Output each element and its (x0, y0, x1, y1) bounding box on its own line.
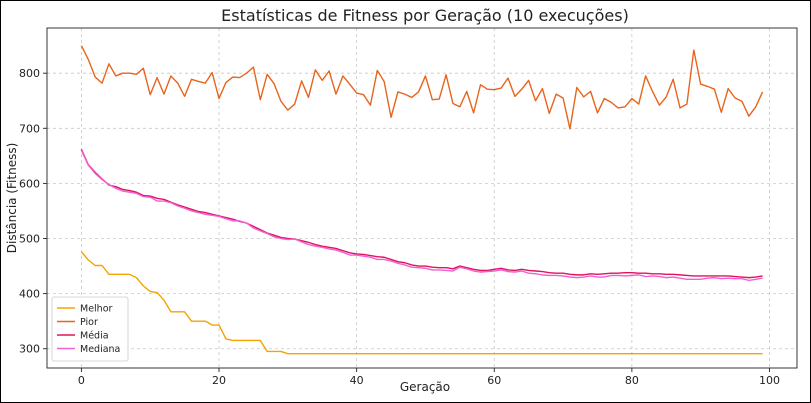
legend-box (51, 296, 129, 362)
x-tick-label: 60 (487, 374, 501, 387)
legend-label: Melhor (80, 304, 113, 315)
x-tick-label: 40 (350, 374, 364, 387)
x-tick-label: 20 (212, 374, 226, 387)
y-tick-label: 600 (19, 177, 40, 190)
chart-title: Estatísticas de Fitness por Geração (10 … (221, 6, 629, 25)
x-tick-label: 100 (759, 374, 780, 387)
y-tick-label: 800 (19, 67, 40, 80)
series-lines (80, 45, 764, 355)
y-axis-label: Distância (Fitness) (5, 143, 19, 254)
series-line-0 (80, 251, 763, 355)
series-line-3 (80, 150, 763, 282)
x-tick-label: 0 (78, 374, 85, 387)
x-tick-label: 80 (625, 374, 639, 387)
y-axis-ticks: 300 400 500 600 700 800 (19, 67, 47, 356)
y-tick-label: 500 (19, 233, 40, 246)
series-line-2 (80, 148, 763, 279)
legend-label: Pior (80, 317, 98, 328)
legend-label: Mediana (80, 344, 120, 355)
legend: Melhor Pior Média Mediana (51, 296, 129, 362)
x-axis-ticks: 0 20 40 60 80 100 (78, 368, 780, 387)
legend-label: Média (80, 331, 109, 342)
series-line-1 (80, 45, 764, 130)
x-axis-label: Geração (400, 380, 450, 394)
y-tick-label: 400 (19, 288, 40, 301)
y-tick-label: 300 (19, 343, 40, 356)
y-tick-label: 700 (19, 122, 40, 135)
plot-area-border (46, 27, 798, 369)
